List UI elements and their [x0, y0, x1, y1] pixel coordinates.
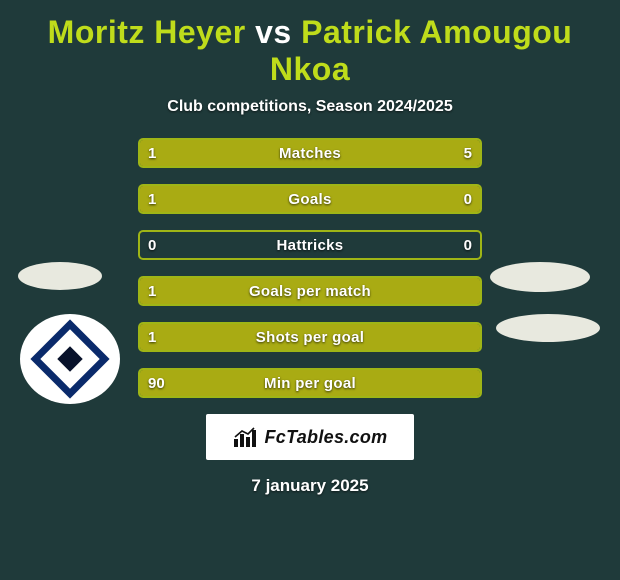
- bar-value-left: 1: [140, 186, 164, 212]
- bar-label: Goals: [140, 186, 480, 212]
- chart-stage: 1 Matches 5 1 Goals 0 0 Hattricks 0 1 Go…: [0, 138, 620, 496]
- decor-ellipse: [496, 314, 600, 342]
- club-logo-diamond-mid: [40, 329, 99, 388]
- bar-value-left: 0: [140, 232, 164, 258]
- club-logo: [20, 314, 120, 404]
- footer-date: 7 january 2025: [0, 476, 620, 496]
- decor-ellipse: [18, 262, 102, 290]
- player2-name: Patrick Amougou Nkoa: [270, 14, 572, 87]
- bar-value-left: 90: [140, 370, 173, 396]
- player1-name: Moritz Heyer: [48, 14, 246, 50]
- page-title: Moritz Heyer vs Patrick Amougou Nkoa: [0, 0, 620, 94]
- bar-value-right: 0: [456, 186, 480, 212]
- decor-ellipse: [490, 262, 590, 292]
- bar-value-left: 1: [140, 140, 164, 166]
- bar-row: 1 Shots per goal: [138, 322, 482, 352]
- bar-label: Shots per goal: [140, 324, 480, 350]
- vs-text: vs: [255, 14, 292, 50]
- brand-bars-icon: [233, 427, 259, 447]
- bar-label: Goals per match: [140, 278, 480, 304]
- bar-row: 1 Matches 5: [138, 138, 482, 168]
- bar-value-right: 0: [456, 232, 480, 258]
- bar-value-right: 5: [456, 140, 480, 166]
- bar-row: 0 Hattricks 0: [138, 230, 482, 260]
- club-logo-diamond-inner: [57, 346, 82, 371]
- bar-value-left: 1: [140, 278, 164, 304]
- brand-badge: FcTables.com: [206, 414, 414, 460]
- bar-row: 1 Goals per match: [138, 276, 482, 306]
- bar-label: Hattricks: [140, 232, 480, 258]
- subtitle: Club competitions, Season 2024/2025: [0, 98, 620, 116]
- bar-value-left: 1: [140, 324, 164, 350]
- bar-label: Matches: [140, 140, 480, 166]
- bar-label: Min per goal: [140, 370, 480, 396]
- club-logo-diamond-outer: [30, 319, 109, 398]
- brand-text: FcTables.com: [265, 427, 388, 448]
- comparison-bars: 1 Matches 5 1 Goals 0 0 Hattricks 0 1 Go…: [138, 138, 482, 398]
- bar-row: 1 Goals 0: [138, 184, 482, 214]
- bar-row: 90 Min per goal: [138, 368, 482, 398]
